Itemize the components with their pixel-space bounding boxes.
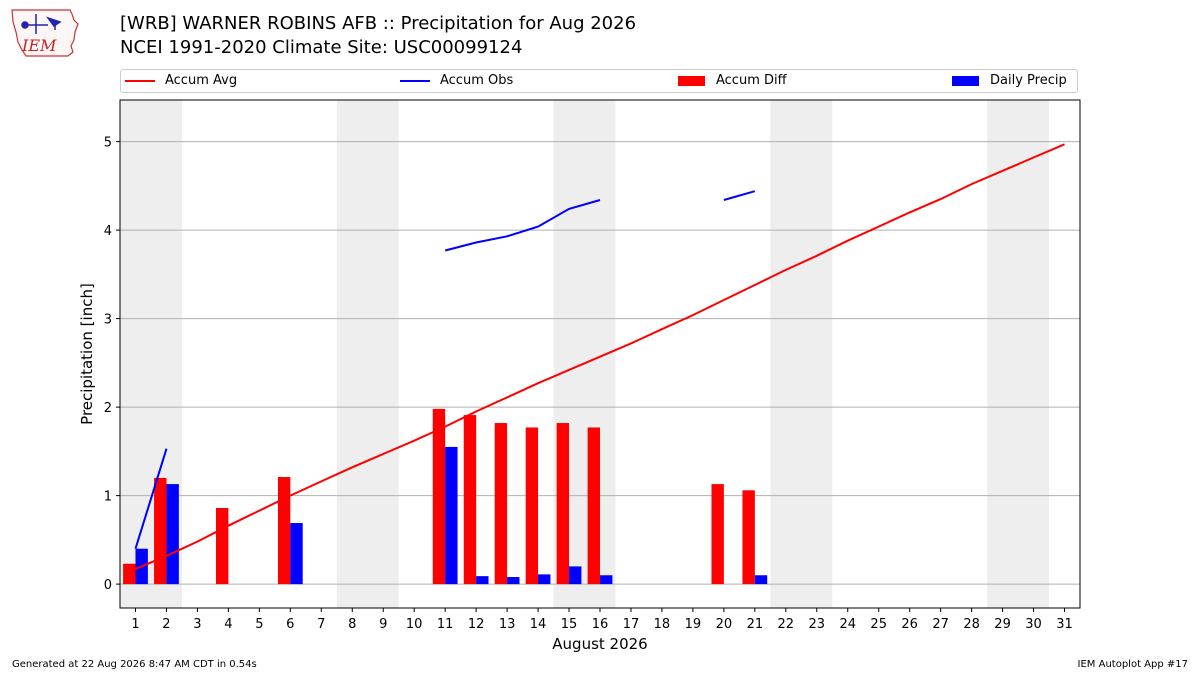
- weekend-band-4: [770, 100, 833, 608]
- y-tick-label-2: 2: [104, 401, 112, 416]
- legend-swatch-daily-precip: [952, 75, 979, 86]
- weekend-band-5: [987, 100, 1050, 608]
- legend: Accum Avg Accum Obs Accum Diff Daily Pre…: [120, 69, 1078, 93]
- bar-accum-diff-4: [216, 507, 229, 585]
- bar-accum-diff-11: [432, 408, 446, 585]
- x-tick-label-18: 18: [654, 617, 671, 632]
- x-tick-label-26: 26: [901, 617, 918, 632]
- bar-accum-diff-21: [742, 490, 755, 585]
- legend-item-accum-obs: Accum Obs: [400, 73, 513, 88]
- series-line-accum-obs-segment-3: [723, 190, 756, 201]
- x-tick-label-21: 21: [747, 617, 764, 632]
- weekend-band-2: [336, 100, 399, 608]
- x-tick-label-20: 20: [716, 617, 733, 632]
- legend-swatch-accum-avg: [125, 79, 155, 82]
- x-tick-label-2: 2: [162, 617, 170, 632]
- y-tick-label-4: 4: [104, 224, 112, 239]
- x-tick-label-15: 15: [561, 617, 578, 632]
- iowa-state-outline: [11, 9, 79, 57]
- series-line-accum-obs-segment-2: [444, 199, 601, 252]
- x-tick-label-7: 7: [317, 617, 325, 632]
- y-tick-label-5: 5: [104, 136, 112, 151]
- legend-swatch-accum-obs: [400, 79, 430, 82]
- x-tick-label-9: 9: [379, 617, 387, 632]
- x-tick-label-23: 23: [809, 617, 826, 632]
- bar-daily-precip-2: [166, 484, 179, 585]
- bar-daily-precip-11: [445, 446, 458, 585]
- bar-accum-diff-12: [463, 415, 477, 585]
- footer-app: IEM Autoplot App #17: [1077, 659, 1188, 670]
- x-axis-label: August 2026: [552, 635, 647, 653]
- x-tick-label-24: 24: [839, 617, 856, 632]
- legend-item-accum-diff: Accum Diff: [678, 73, 787, 88]
- footer-generated: Generated at 22 Aug 2026 8:47 AM CDT in …: [12, 659, 257, 670]
- lines-layer: [134, 143, 1065, 571]
- bar-accum-diff-16: [587, 427, 600, 585]
- weather-station-icon: [21, 14, 62, 34]
- legend-label-accum-obs: Accum Obs: [440, 73, 514, 88]
- x-tick-label-4: 4: [224, 617, 232, 632]
- bar-accum-diff-6: [277, 477, 291, 585]
- x-tick-label-6: 6: [286, 617, 294, 632]
- x-tick-label-11: 11: [437, 617, 454, 632]
- x-tick-label-29: 29: [994, 617, 1011, 632]
- chart-subtitle: NCEI 1991-2020 Climate Site: USC00099124: [120, 37, 523, 58]
- legend-item-daily-precip: Daily Precip: [952, 73, 1067, 88]
- legend-label-accum-avg: Accum Avg: [165, 73, 238, 88]
- bars-layer: [123, 408, 768, 585]
- iem-logo: IEM: [11, 9, 79, 57]
- bar-accum-diff-1: [123, 563, 136, 585]
- y-tick-label-0: 0: [104, 578, 112, 593]
- x-tick-label-17: 17: [623, 617, 640, 632]
- bar-daily-precip-6: [290, 523, 303, 585]
- x-tick-label-1: 1: [131, 617, 139, 632]
- logo-text: IEM: [21, 36, 57, 55]
- series-line-accum-avg-segment-1: [135, 143, 1065, 571]
- x-tick-label-30: 30: [1025, 617, 1042, 632]
- y-tick-label-1: 1: [104, 490, 112, 505]
- y-axis-label: Precipitation [inch]: [78, 283, 96, 425]
- weekend-shading-layer: [120, 100, 1050, 608]
- bar-accum-diff-20: [711, 484, 724, 585]
- x-tick-label-25: 25: [870, 617, 887, 632]
- x-tick-label-14: 14: [530, 617, 547, 632]
- x-tick-label-31: 31: [1056, 617, 1073, 632]
- legend-swatch-accum-diff: [678, 75, 705, 86]
- legend-item-accum-avg: Accum Avg: [125, 73, 237, 88]
- legend-label-accum-diff: Accum Diff: [716, 73, 787, 88]
- x-tick-label-8: 8: [348, 617, 356, 632]
- x-tick-label-19: 19: [685, 617, 702, 632]
- bar-accum-diff-2: [154, 477, 167, 585]
- gridlines-layer: [120, 141, 1080, 585]
- x-tick-label-12: 12: [468, 617, 485, 632]
- chart-title: [WRB] WARNER ROBINS AFB :: Precipitation…: [120, 13, 637, 34]
- bar-daily-precip-21: [754, 575, 768, 585]
- bar-daily-precip-12: [476, 576, 489, 585]
- y-tick-label-3: 3: [104, 313, 112, 328]
- legend-label-daily-precip: Daily Precip: [990, 73, 1067, 88]
- x-tick-label-28: 28: [963, 617, 980, 632]
- bar-daily-precip-15: [569, 566, 582, 585]
- x-tick-label-5: 5: [255, 617, 263, 632]
- series-line-accum-obs-segment-1: [134, 448, 168, 549]
- x-tick-label-13: 13: [499, 617, 516, 632]
- axes-layer: 1 2 3 4 5 6 7 8 9 10 11 12 13 14 15 16 17 18 19 20 21 22 23 24 2…: [104, 136, 1073, 632]
- x-tick-label-16: 16: [592, 617, 609, 632]
- bar-daily-precip-14: [538, 574, 551, 585]
- x-tick-label-10: 10: [406, 617, 423, 632]
- bar-accum-diff-13: [494, 423, 508, 585]
- x-tick-label-27: 27: [932, 617, 949, 632]
- bar-accum-diff-14: [525, 427, 539, 585]
- bar-daily-precip-13: [507, 577, 520, 585]
- bar-accum-diff-15: [556, 423, 570, 585]
- x-tick-label-22: 22: [778, 617, 795, 632]
- bar-daily-precip-16: [600, 575, 613, 585]
- x-tick-label-3: 3: [193, 617, 201, 632]
